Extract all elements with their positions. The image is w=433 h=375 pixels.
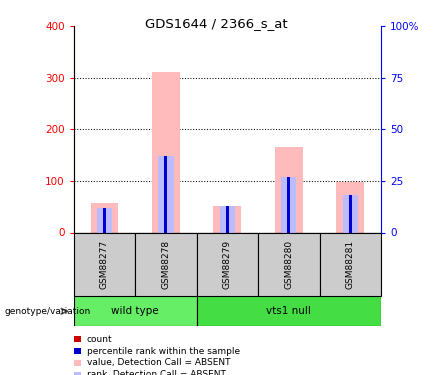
Bar (103, 208, 106, 232)
Bar (220, 206, 235, 232)
Bar (158, 156, 174, 232)
Text: GSM88281: GSM88281 (346, 240, 355, 289)
Bar (74, 232, 135, 296)
Bar (349, 195, 352, 232)
Text: percentile rank within the sample: percentile rank within the sample (87, 346, 240, 355)
Bar (275, 147, 303, 232)
Text: wild type: wild type (111, 306, 159, 316)
Text: GSM88280: GSM88280 (284, 240, 293, 289)
Text: count: count (87, 334, 112, 344)
Bar (74, 296, 197, 326)
Bar (349, 231, 352, 232)
Bar (164, 230, 168, 232)
Bar (213, 206, 241, 232)
Text: vts1 null: vts1 null (266, 306, 311, 316)
Bar (135, 232, 197, 296)
Bar (152, 72, 180, 232)
Bar (197, 232, 258, 296)
Bar (226, 231, 229, 232)
Text: rank, Detection Call = ABSENT: rank, Detection Call = ABSENT (87, 370, 226, 375)
Bar (103, 231, 106, 232)
Bar (336, 183, 364, 232)
Bar (287, 230, 291, 232)
Text: GSM88278: GSM88278 (162, 240, 170, 289)
Bar (320, 232, 381, 296)
Text: value, Detection Call = ABSENT: value, Detection Call = ABSENT (87, 358, 230, 368)
Bar (343, 195, 358, 232)
Bar (97, 208, 112, 232)
Text: GSM88277: GSM88277 (100, 240, 109, 289)
Bar (197, 296, 381, 326)
Text: GDS1644 / 2366_s_at: GDS1644 / 2366_s_at (145, 17, 288, 30)
Bar (165, 156, 167, 232)
Text: GSM88279: GSM88279 (223, 240, 232, 289)
Text: genotype/variation: genotype/variation (4, 307, 90, 316)
Bar (288, 177, 290, 232)
Bar (226, 206, 229, 232)
Bar (281, 177, 297, 232)
Bar (258, 232, 320, 296)
Bar (90, 202, 118, 232)
